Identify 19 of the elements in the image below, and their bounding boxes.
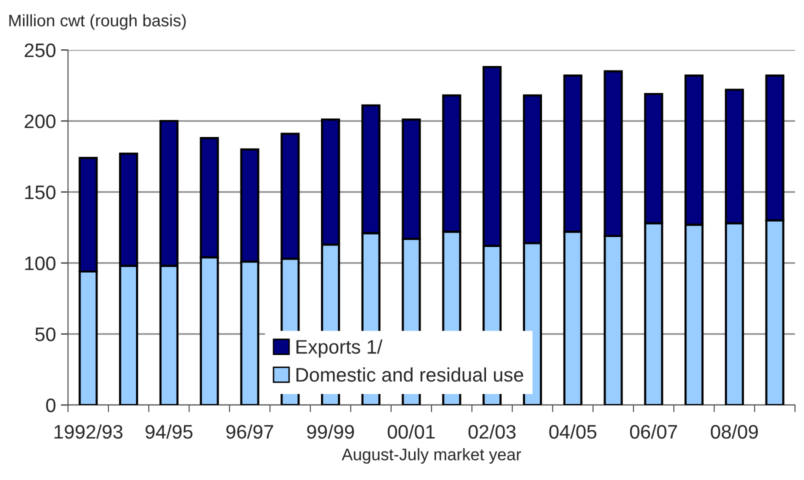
y-tick-label: 250 — [24, 43, 56, 58]
legend-label: Exports 1/ — [296, 339, 382, 358]
x-tick-label: 02/03 — [468, 424, 516, 439]
y-tick-label: 0 — [46, 398, 56, 412]
x-tick-label: 96/97 — [226, 424, 274, 439]
legend-label: Domestic and residual use — [296, 367, 524, 382]
y-tick-label: 150 — [25, 185, 56, 200]
x-tick-label: 94/95 — [146, 424, 192, 439]
y-axis-title: Million cwt (rough basis) — [9, 14, 186, 30]
x-tick-label: 04/05 — [549, 424, 596, 439]
x-tick-label: 1992/93 — [54, 424, 122, 439]
y-tick-label: 50 — [35, 327, 56, 342]
y-tick-label: 100 — [25, 256, 56, 270]
x-tick-label: 08/09 — [710, 424, 758, 439]
y-tick-label: 200 — [24, 114, 56, 128]
x-tick-label: 06/07 — [630, 424, 677, 439]
x-axis-title: August-July market year — [342, 448, 522, 464]
x-tick-label: 99/99 — [307, 424, 354, 439]
x-tick-label: 00/01 — [388, 424, 435, 439]
